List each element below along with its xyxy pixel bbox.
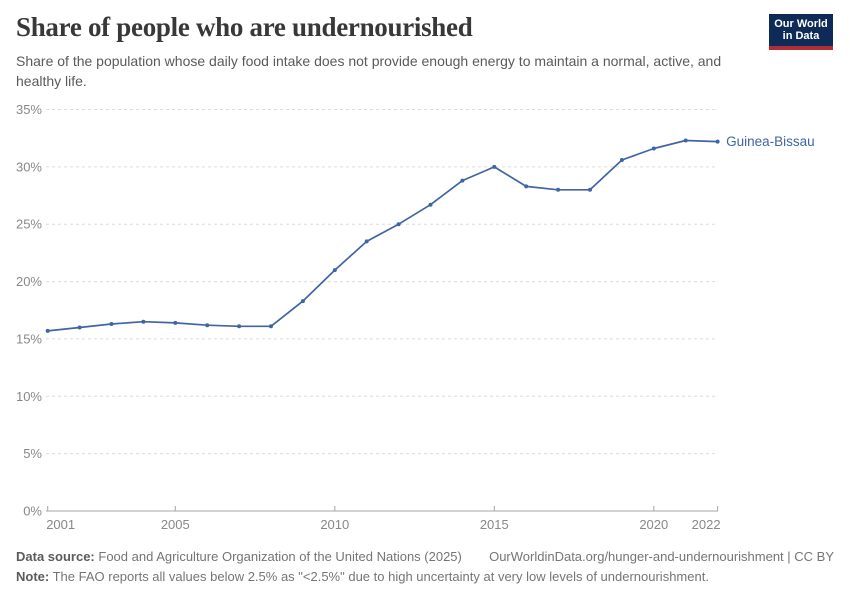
line-chart: 0% 5% 10% 15% 20% 25% 30% 35% 2001 2005 2010 2015 20… [16,102,815,532]
x-axis-tick-label: 2005 [161,517,190,532]
data-point-marker [683,138,688,143]
x-axis-tick-label: 2015 [480,517,509,532]
y-axis-tick-label: 10% [16,389,42,404]
data-point-marker [45,328,50,333]
data-point-marker [460,178,465,183]
y-axis-tick-label: 5% [23,446,42,461]
data-point-marker [300,299,305,304]
data-point-marker [651,146,656,151]
x-axis-tick-label: 2001 [46,517,75,532]
y-axis-tick-label: 0% [23,504,42,519]
y-axis-tick-label: 30% [16,159,42,174]
data-point-marker [556,187,561,192]
chart-subtitle: Share of the population whose daily food… [16,53,722,89]
x-axis-tick-label: 2010 [320,517,349,532]
y-axis-tick-label: 35% [16,102,42,117]
owid-logo-text: Our World in Data [769,14,833,46]
y-axis-tick-label: 25% [16,217,42,232]
series-line [46,139,719,332]
data-point-marker [715,139,720,144]
chart-footer: Data source: Food and Agriculture Organi… [16,547,834,587]
data-point-marker [619,158,624,162]
data-point-marker [396,222,401,227]
data-source-label: Data source: [16,549,95,564]
x-axis-tick-label: 2022 [692,517,721,532]
data-source-text: Food and Agriculture Organization of the… [98,549,462,564]
note-label: Note: [16,569,50,584]
owid-logo-line1: Our World [774,17,828,30]
data-point-marker [269,324,273,329]
data-point-marker [237,324,242,329]
page-title: Share of people who are undernourished [16,12,473,42]
y-axis-tick-label: 15% [16,331,42,346]
data-point-marker [332,268,337,273]
data-point-marker [524,184,529,189]
owid-logo[interactable]: Our World in Data [769,14,833,50]
data-point-marker [173,320,178,325]
data-point-marker [141,319,146,324]
owid-logo-red-bar [769,46,833,50]
note-text: The FAO reports all values below 2.5% as… [52,569,709,584]
y-axis-tick-label: 20% [16,274,42,289]
data-point-marker [428,202,433,207]
source-link[interactable]: OurWorldinData.org/hunger-and-undernouri… [489,549,834,564]
data-point-marker [364,239,369,244]
data-point-marker [588,187,592,192]
x-axis-tick-label: 2020 [639,517,668,532]
data-source: Data source: Food and Agriculture Organi… [16,547,462,567]
data-point-marker [492,164,497,169]
owid-logo-line2: in Data [782,30,820,42]
series-end-label: Guinea-Bissau [726,134,815,149]
data-point-marker [109,322,114,326]
data-point-marker [77,325,82,330]
chart-note: Note: The FAO reports all values below 2… [16,567,834,587]
data-point-marker [205,323,210,328]
